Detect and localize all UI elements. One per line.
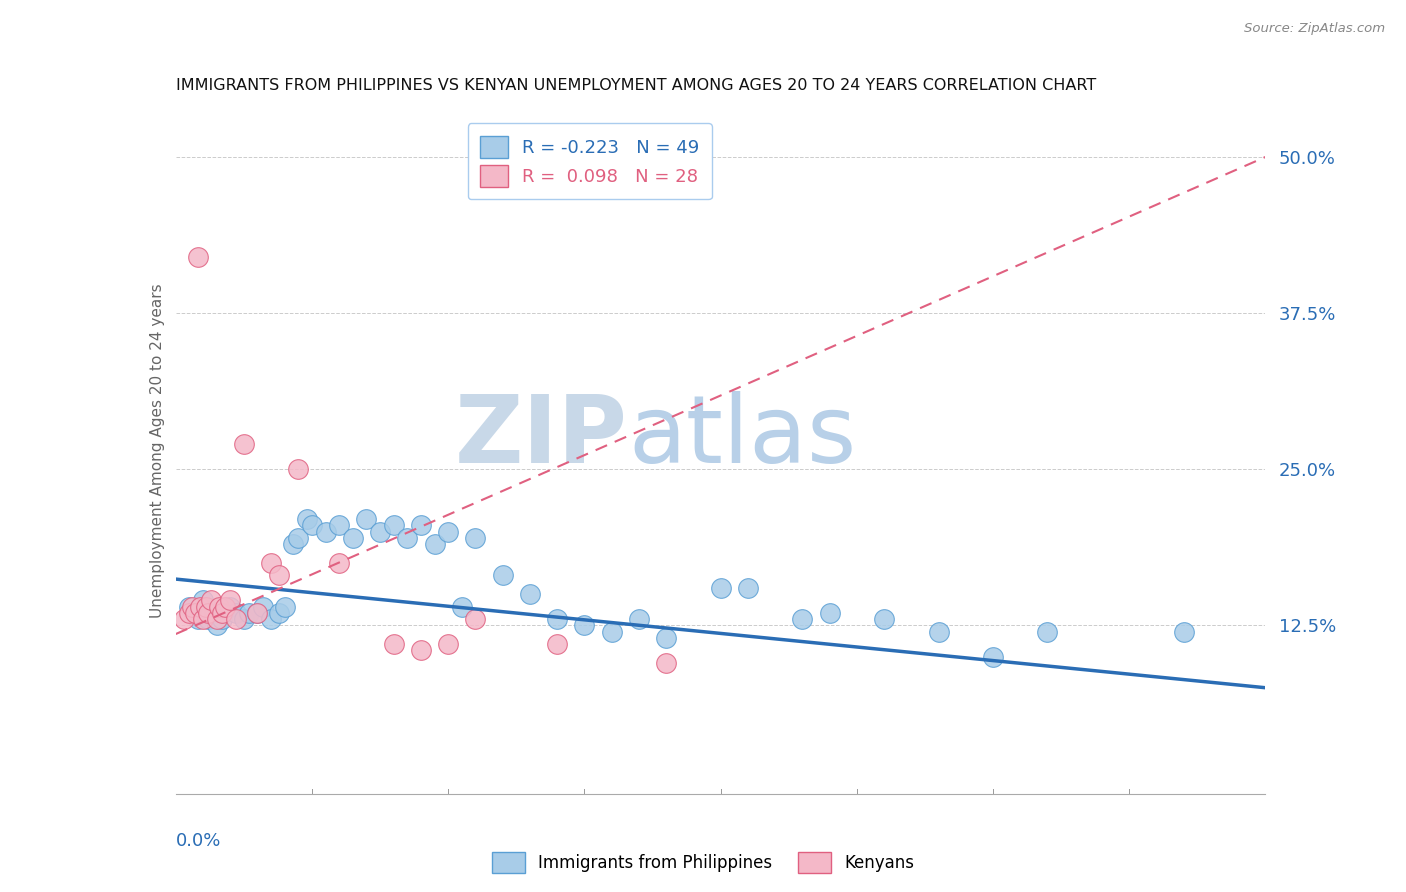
Point: [205, 612, 228, 626]
Point: [281, 537, 304, 551]
Point: [211, 606, 233, 620]
Point: [1036, 624, 1059, 639]
Point: [181, 599, 204, 614]
Point: [737, 581, 759, 595]
Point: [301, 518, 323, 533]
Legend: Immigrants from Philippines, Kenyans: Immigrants from Philippines, Kenyans: [485, 846, 921, 880]
Point: [464, 612, 486, 626]
Point: [396, 531, 419, 545]
Point: [197, 612, 219, 626]
Text: atlas: atlas: [628, 391, 856, 483]
Point: [1173, 624, 1195, 639]
Point: [981, 649, 1004, 664]
Point: [627, 612, 650, 626]
Point: [173, 612, 195, 626]
Point: [246, 606, 269, 620]
Point: [252, 599, 274, 614]
Point: [219, 599, 242, 614]
Point: [873, 612, 896, 626]
Point: [186, 612, 209, 626]
Point: [287, 531, 309, 545]
Legend: R = -0.223   N = 49, R =  0.098   N = 28: R = -0.223 N = 49, R = 0.098 N = 28: [468, 123, 711, 200]
Point: [655, 631, 678, 645]
Point: [225, 612, 247, 626]
Point: [437, 637, 460, 651]
Point: [260, 612, 283, 626]
Point: [191, 593, 214, 607]
Y-axis label: Unemployment Among Ages 20 to 24 years: Unemployment Among Ages 20 to 24 years: [149, 283, 165, 618]
Point: [382, 637, 405, 651]
Point: [200, 593, 222, 607]
Point: [214, 602, 236, 616]
Point: [194, 599, 217, 614]
Point: [287, 462, 309, 476]
Point: [546, 637, 568, 651]
Point: [269, 606, 291, 620]
Point: [184, 606, 207, 620]
Point: [219, 593, 242, 607]
Point: [246, 606, 269, 620]
Point: [409, 643, 432, 657]
Point: [315, 524, 337, 539]
Point: [328, 556, 350, 570]
Point: [188, 599, 211, 614]
Point: [232, 612, 254, 626]
Point: [382, 518, 405, 533]
Point: [519, 587, 541, 601]
Point: [409, 518, 432, 533]
Point: [191, 612, 214, 626]
Point: [197, 606, 219, 620]
Point: [574, 618, 596, 632]
Point: [342, 531, 364, 545]
Point: [269, 568, 291, 582]
Point: [368, 524, 391, 539]
Point: [928, 624, 950, 639]
Point: [274, 599, 297, 614]
Point: [295, 512, 318, 526]
Point: [450, 599, 472, 614]
Text: ZIP: ZIP: [456, 391, 628, 483]
Point: [710, 581, 733, 595]
Point: [328, 518, 350, 533]
Text: 0.0%: 0.0%: [176, 831, 221, 850]
Point: [232, 437, 254, 451]
Point: [205, 618, 228, 632]
Point: [211, 612, 233, 626]
Point: [260, 556, 283, 570]
Point: [356, 512, 378, 526]
Point: [818, 606, 841, 620]
Point: [655, 656, 678, 670]
Point: [437, 524, 460, 539]
Point: [423, 537, 446, 551]
Text: IMMIGRANTS FROM PHILIPPINES VS KENYAN UNEMPLOYMENT AMONG AGES 20 TO 24 YEARS COR: IMMIGRANTS FROM PHILIPPINES VS KENYAN UN…: [176, 78, 1097, 94]
Point: [200, 606, 222, 620]
Point: [792, 612, 814, 626]
Point: [464, 531, 486, 545]
Point: [225, 606, 247, 620]
Point: [179, 606, 201, 620]
Point: [492, 568, 515, 582]
Point: [179, 599, 201, 614]
Point: [214, 599, 236, 614]
Text: Source: ZipAtlas.com: Source: ZipAtlas.com: [1244, 22, 1385, 36]
Point: [546, 612, 568, 626]
Point: [238, 606, 260, 620]
Point: [208, 599, 231, 614]
Point: [600, 624, 623, 639]
Point: [186, 250, 209, 264]
